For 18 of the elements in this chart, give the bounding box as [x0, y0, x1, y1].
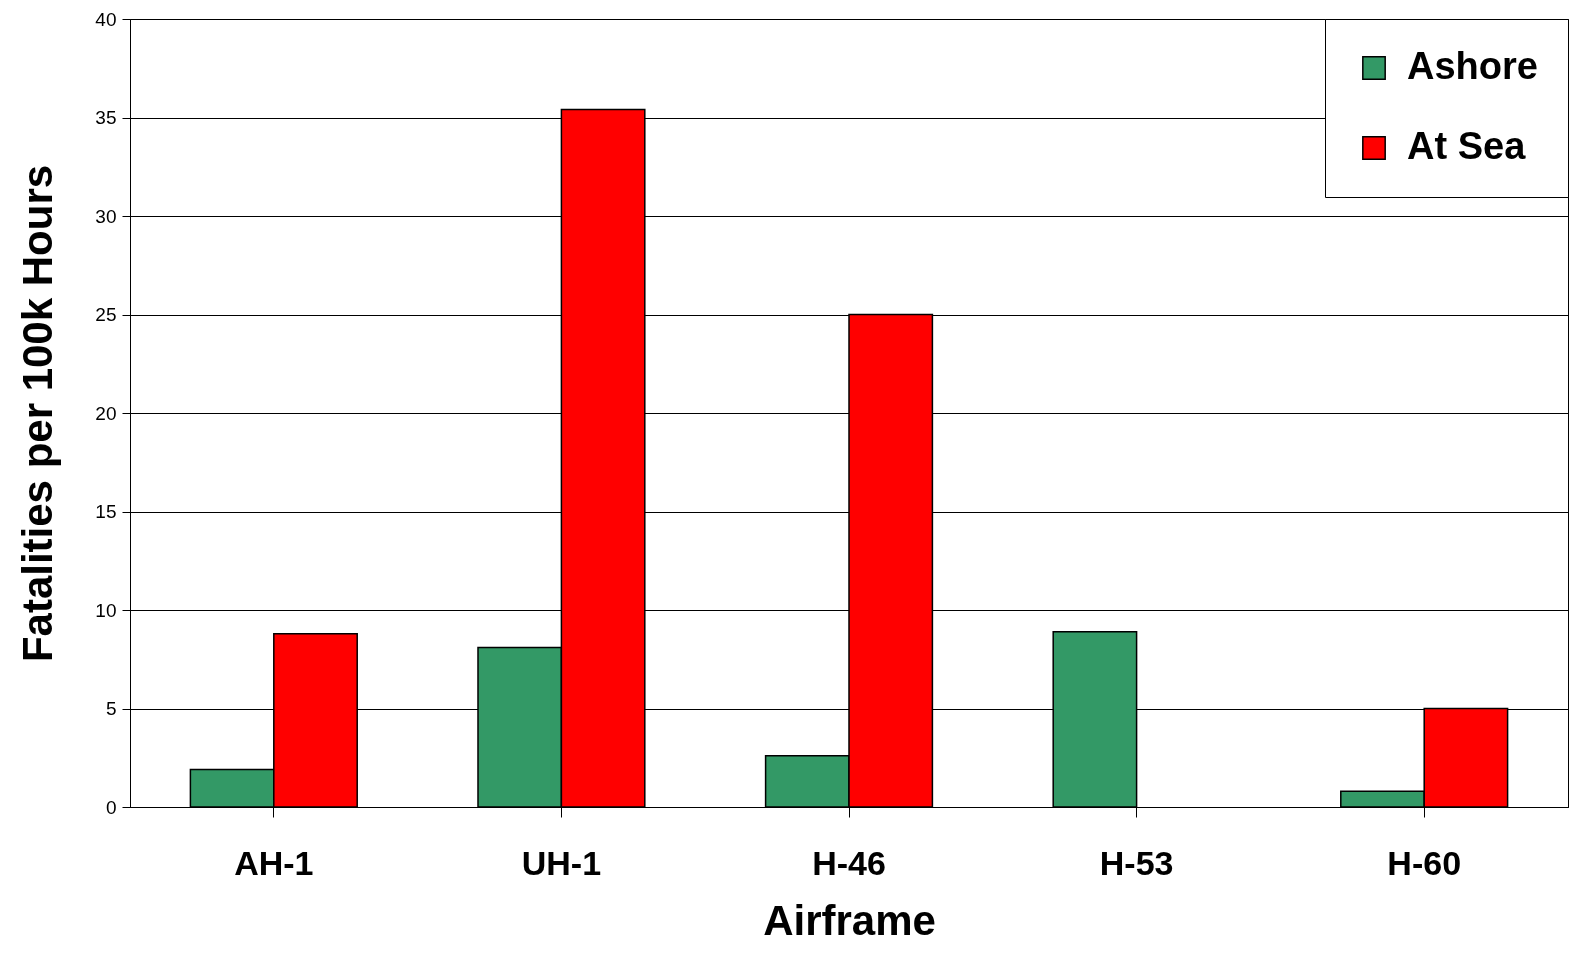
x-tick-label: H-60: [1387, 843, 1462, 882]
x-tick-label: H-46: [812, 843, 886, 882]
x-tick-label: H-53: [1099, 843, 1174, 882]
x-tick-label: AH-1: [234, 843, 314, 882]
y-tick-label: 40: [95, 8, 117, 30]
x-axis-title: Airframe: [763, 896, 936, 944]
y-tick-label: 20: [95, 402, 117, 424]
y-tick-label: 35: [95, 107, 117, 128]
y-tick-label: 0: [105, 796, 117, 818]
legend-label: Ashore: [1407, 45, 1538, 87]
legend-label: At Sea: [1407, 125, 1527, 167]
y-tick-label: 5: [105, 698, 117, 719]
x-tick-label: UH-1: [521, 843, 602, 882]
y-tick-label: 25: [95, 304, 117, 325]
y-tick-label: 30: [95, 205, 117, 227]
y-tick-label: 10: [95, 599, 117, 621]
y-tick-label: 15: [95, 501, 117, 522]
y-axis-title: Fatalities per 100k Hours: [14, 164, 62, 663]
